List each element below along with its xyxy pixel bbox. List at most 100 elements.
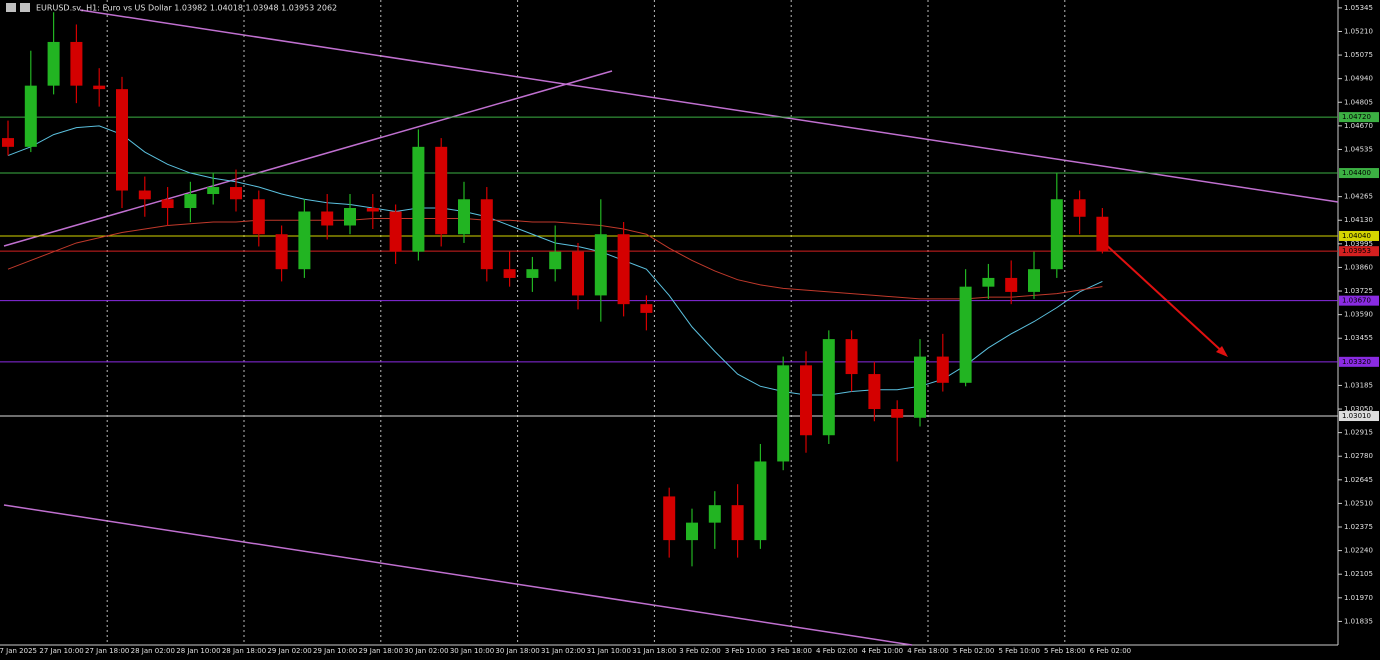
y-tick-label: 1.01835 [1344,617,1373,625]
y-tick-label: 1.03455 [1344,334,1373,342]
y-tick-label: 1.04670 [1344,122,1373,130]
y-tick-label: 1.02105 [1344,570,1373,578]
candle-body [982,277,995,287]
x-tick-label: 29 Jan 18:00 [359,647,403,655]
level-badge [1339,112,1379,123]
trendline [79,9,1339,203]
candle-body [731,505,744,541]
y-tick-label: 1.04940 [1344,75,1373,83]
y-tick-label: 1.02915 [1344,429,1373,437]
candle-body [549,251,562,270]
x-tick-label: 6 Feb 02:00 [1090,647,1131,655]
x-tick-label: 3 Feb 18:00 [770,647,811,655]
level-label: 1.03010 [1342,412,1371,420]
x-tick-label: 29 Jan 10:00 [313,647,357,655]
candle-body [936,356,949,383]
y-tick-label: 1.04805 [1344,98,1373,106]
level-label: 1.03320 [1342,358,1371,366]
level-badge [1339,230,1379,241]
candle-body [1050,199,1063,270]
y-tick-label: 1.03050 [1344,405,1373,413]
x-tick-label: 28 Jan 18:00 [222,647,266,655]
level-badge [1339,295,1379,306]
y-tick-label: 1.02645 [1344,476,1373,484]
x-tick-label: 5 Feb 02:00 [953,647,994,655]
forecast-arrow [1102,241,1227,356]
candle-body [321,211,334,226]
x-tick-label: 4 Feb 18:00 [907,647,948,655]
y-tick-label: 1.04265 [1344,193,1373,201]
x-tick-label: 30 Jan 10:00 [450,647,494,655]
candle-body [845,339,858,375]
candle-body [572,251,584,296]
level-label: 1.04720 [1342,113,1371,121]
candle-body [275,234,288,270]
candle-body [2,138,14,147]
x-tick-label: 5 Feb 18:00 [1044,647,1085,655]
y-tick-label: 1.03590 [1344,311,1373,319]
x-tick-label: 30 Jan 02:00 [404,647,448,655]
y-tick-label: 1.05210 [1344,27,1373,35]
x-tick-label: 31 Jan 10:00 [587,647,631,655]
y-tick-label: 1.04130 [1344,216,1373,224]
candle-body [138,190,151,200]
trendline [3,70,613,247]
candle-body [366,208,379,212]
candle-body [207,187,220,195]
level-label: 1.03953 [1342,247,1371,255]
level-badge [1339,411,1379,422]
candle-body [754,461,767,541]
candle-body [412,146,425,252]
level-label: 1.04040 [1342,232,1371,240]
candle-body [458,199,470,235]
x-tick-label: 30 Jan 18:00 [495,647,539,655]
x-tick-label: 5 Feb 10:00 [998,647,1039,655]
arrow-head [1216,346,1228,357]
y-tick-label: 1.03995 [1344,240,1373,248]
candle-body [617,234,630,305]
candle-body [435,146,448,235]
x-tick-label: 28 Jan 10:00 [176,647,220,655]
header-text: EURUSD.sv, H1: Euro vs US Dollar 1.03982… [36,4,337,13]
icon [6,3,16,12]
candle-body [800,365,812,436]
candle-body [708,505,721,523]
candle-body [1005,277,1018,292]
x-tick-label: 3 Feb 02:00 [679,647,720,655]
x-tick-label: 29 Jan 02:00 [267,647,311,655]
candle-body [822,339,835,436]
candle-body [93,85,106,90]
x-tick-label: 3 Feb 10:00 [725,647,766,655]
y-tick-label: 1.04535 [1344,145,1373,153]
x-tick-label: 27 Jan 18:00 [85,647,129,655]
candle-body [686,522,698,541]
y-tick-label: 1.05345 [1344,4,1373,12]
x-tick-label: 31 Jan 02:00 [541,647,585,655]
x-tick-label: 28 Jan 02:00 [131,647,175,655]
x-tick-label: 27 Jan 10:00 [39,647,83,655]
candle-body [116,89,128,191]
y-tick-label: 1.02510 [1344,499,1373,507]
moving-average [7,217,1103,300]
y-tick-label: 1.03860 [1344,263,1373,271]
candle-body [503,269,516,278]
candle-body [344,208,356,226]
y-tick-label: 1.02240 [1344,547,1373,555]
candle-body [47,41,60,86]
level-badge [1339,356,1379,367]
candle-body [914,356,926,418]
y-tick-label: 1.02780 [1344,452,1373,460]
candle-body [891,409,904,418]
x-tick-label: 4 Feb 10:00 [862,647,903,655]
plot [0,0,1338,645]
candle-body [640,304,653,313]
candle-body [663,496,676,541]
candle-body [1096,216,1109,252]
candle-body [184,194,197,209]
y-tick-label: 1.02375 [1344,523,1373,531]
candle-body [480,199,493,270]
candle-body [1028,269,1040,292]
candle-body [70,41,83,86]
candle-body [1073,199,1086,217]
